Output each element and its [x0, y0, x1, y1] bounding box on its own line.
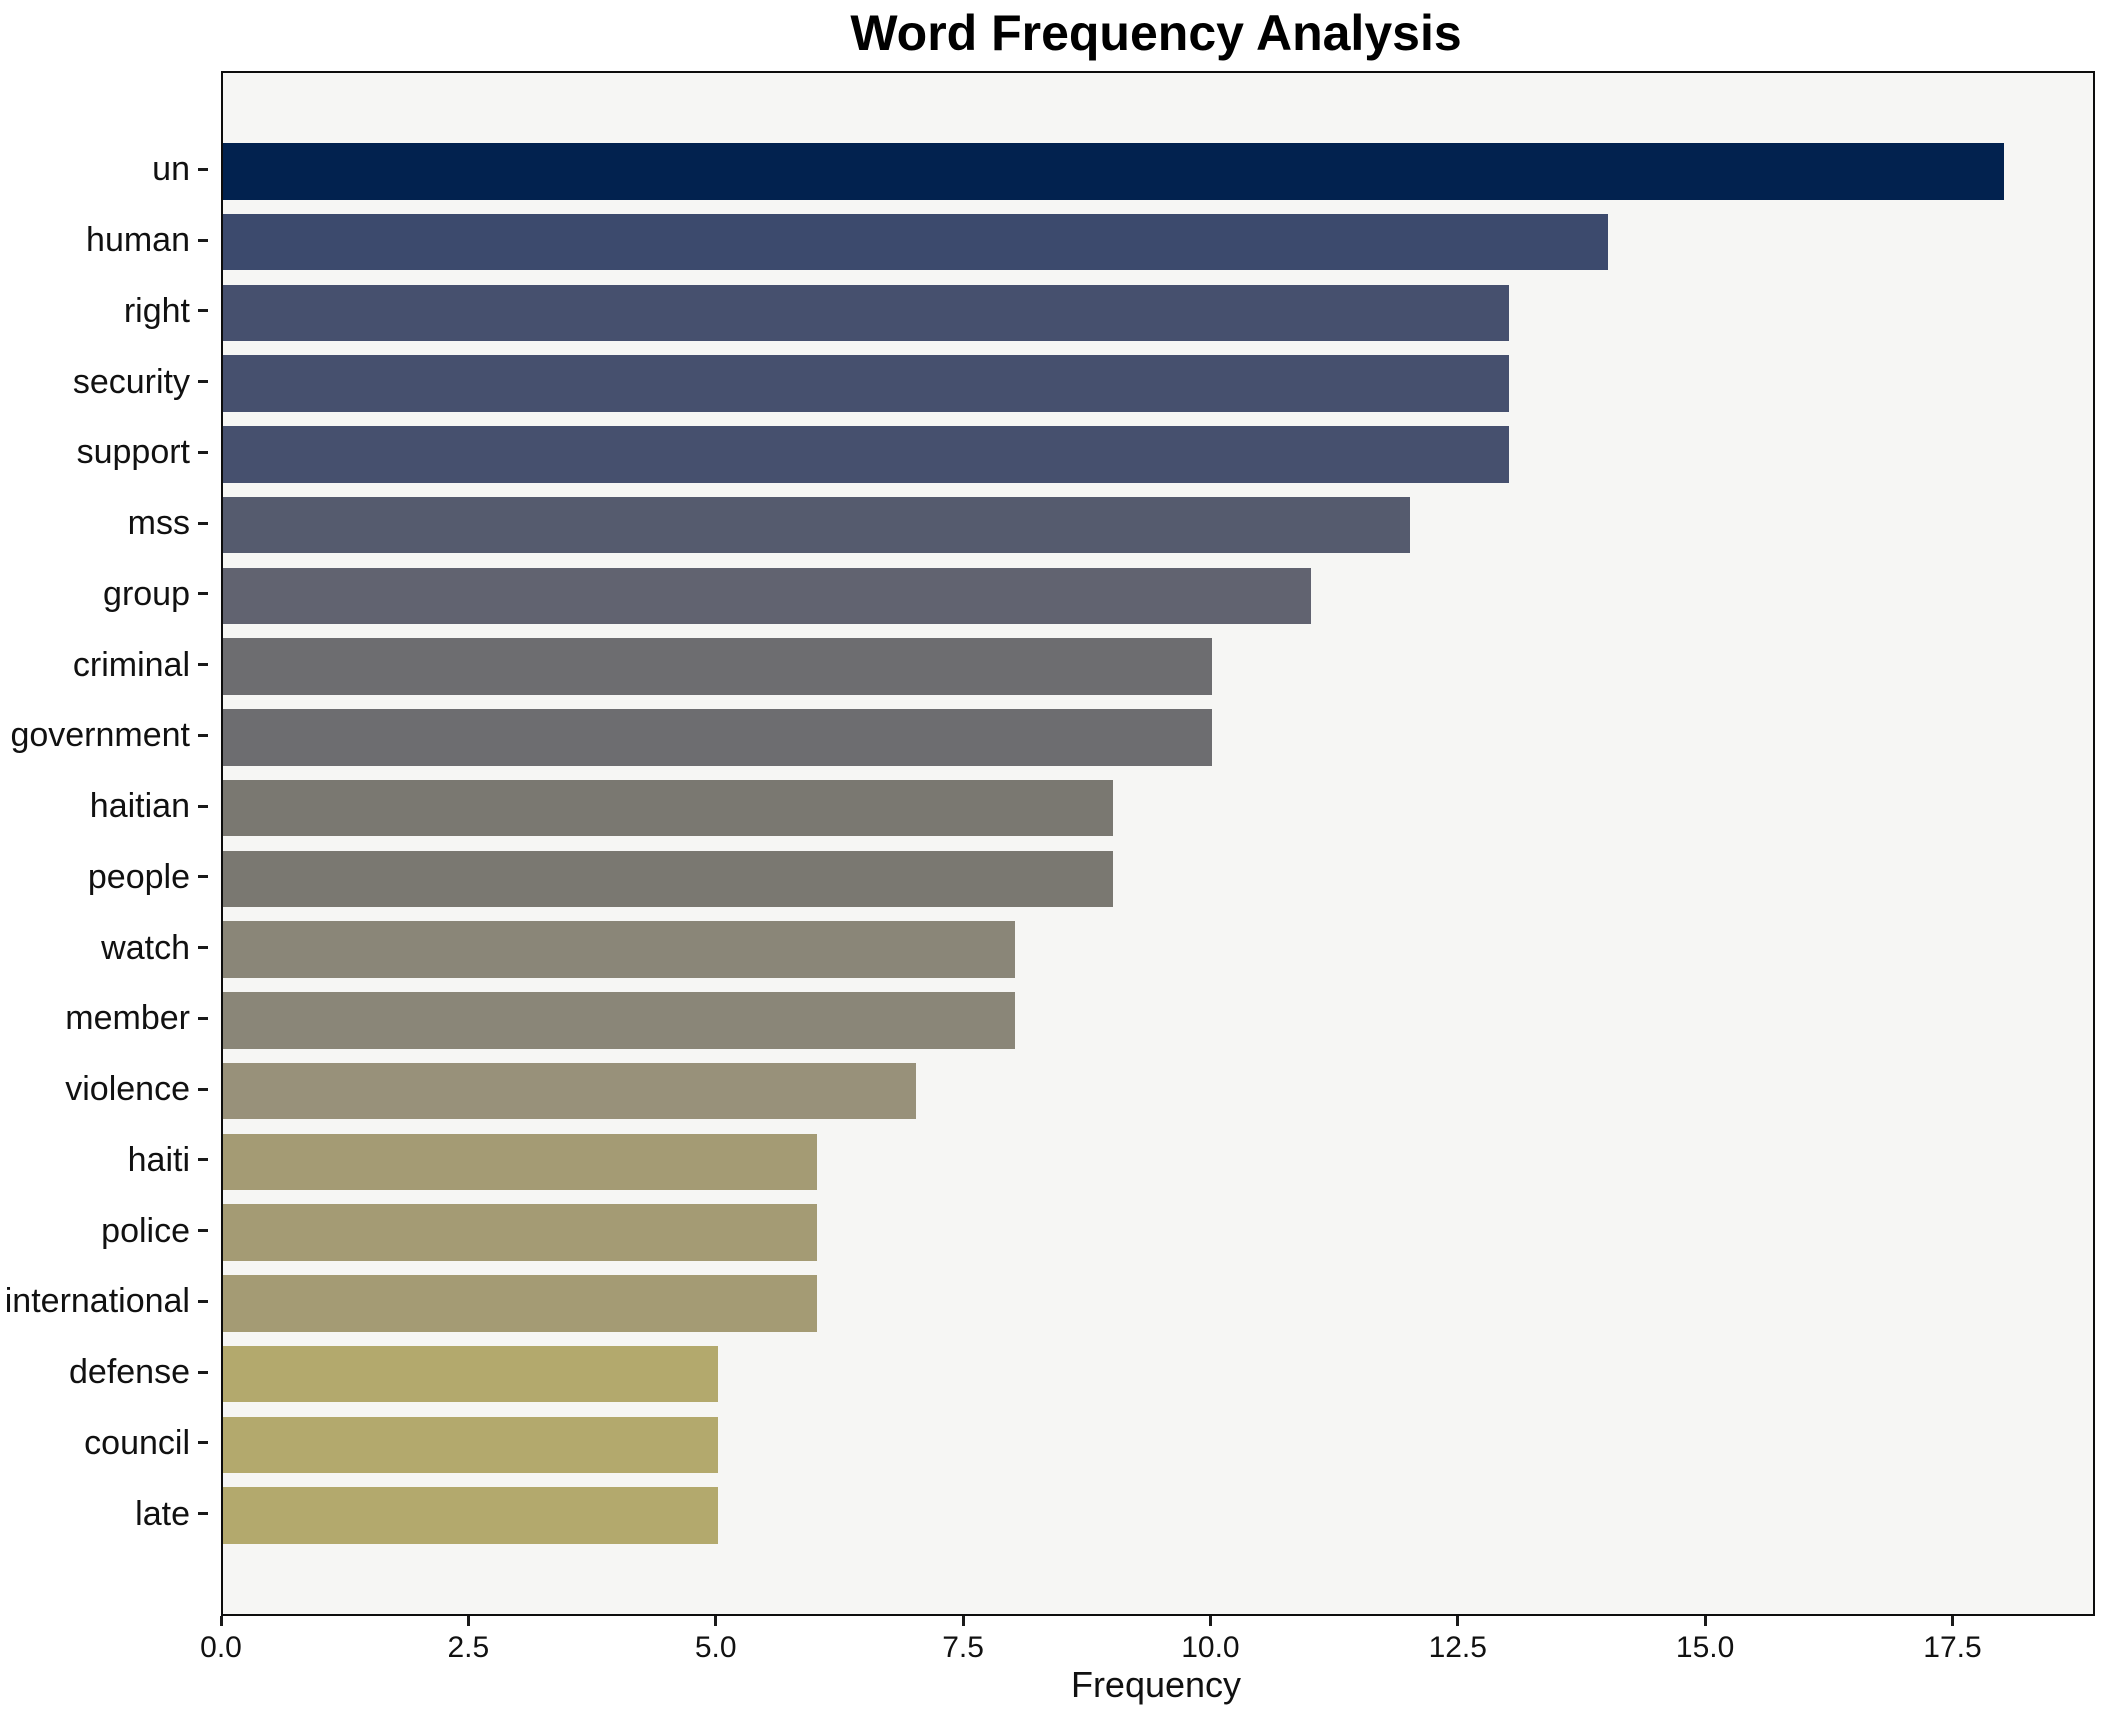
y-tick-mark	[198, 663, 208, 667]
y-tick-mark	[198, 521, 208, 525]
bar-violence	[223, 1062, 916, 1120]
x-tick-label-7.5: 7.5	[942, 1631, 984, 1664]
bar-watch	[223, 921, 1015, 978]
y-tick-mark	[198, 1229, 208, 1233]
y-tick-label-government: government	[10, 716, 190, 755]
x-tick-mark	[466, 1616, 470, 1626]
y-tick-label-haitian: haitian	[89, 787, 190, 826]
y-tick-label-late: late	[135, 1494, 190, 1533]
x-tick-label-17.5: 17.5	[1923, 1631, 1982, 1664]
bar-haiti	[223, 1133, 817, 1191]
bar-international	[223, 1275, 817, 1332]
y-tick-mark	[198, 1441, 208, 1445]
y-tick-label-right: right	[123, 291, 190, 330]
y-tick-label-human: human	[86, 221, 190, 260]
x-tick-label-5.0: 5.0	[694, 1631, 737, 1664]
x-tick-mark	[1950, 1616, 1954, 1626]
y-tick-label-police: police	[101, 1211, 190, 1250]
x-tick-mark	[1456, 1616, 1460, 1626]
y-tick-label-international: international	[4, 1282, 190, 1321]
x-tick-mark	[1208, 1616, 1212, 1626]
y-tick-mark	[198, 592, 208, 596]
y-tick-label-haiti: haiti	[127, 1140, 190, 1179]
y-tick-mark	[198, 733, 208, 737]
x-axis-title: Frequency	[1070, 1664, 1242, 1705]
bar-late	[223, 1487, 718, 1544]
plot-area	[221, 71, 2095, 1616]
bar-un	[223, 143, 2004, 200]
y-tick-mark	[198, 875, 208, 879]
bar-government	[223, 709, 1213, 766]
x-tick-mark	[714, 1616, 718, 1626]
y-tick-mark	[198, 1299, 208, 1303]
x-tick-label-15.0: 15.0	[1675, 1631, 1735, 1664]
y-tick-mark	[198, 167, 208, 171]
y-tick-label-security: security	[72, 362, 190, 401]
y-tick-label-support: support	[76, 433, 190, 472]
x-tick-mark	[961, 1616, 965, 1626]
bar-human	[223, 213, 1609, 271]
y-tick-mark	[198, 946, 208, 950]
y-tick-label-people: people	[87, 857, 190, 896]
y-tick-mark	[198, 1158, 208, 1162]
bar-haitian	[223, 779, 1114, 837]
y-tick-label-council: council	[84, 1423, 190, 1462]
bar-council	[223, 1416, 718, 1474]
y-tick-mark	[198, 380, 208, 384]
x-tick-label-2.5: 2.5	[447, 1631, 490, 1664]
bar-people	[223, 850, 1114, 908]
bar-police	[223, 1204, 817, 1261]
bar-group	[223, 567, 1312, 625]
y-tick-mark	[198, 1016, 208, 1020]
x-tick-mark	[1703, 1616, 1707, 1626]
chart-title: Word Frequency Analysis	[850, 5, 1462, 61]
y-tick-label-defense: defense	[69, 1353, 190, 1392]
y-axis: un human right security support mss group crimi…	[0, 71, 208, 1612]
y-tick-label-group: group	[103, 574, 190, 613]
y-tick-label-criminal: criminal	[72, 645, 190, 684]
x-tick-mark	[219, 1616, 223, 1626]
y-tick-label-violence: violence	[65, 1070, 190, 1109]
x-axis: 0.0 2.5 5.0 7.5 10.0 12.5 15.0 17.5	[200, 1615, 2091, 1695]
bar-security	[223, 355, 1510, 412]
bar-support	[223, 426, 1510, 483]
y-tick-mark	[198, 238, 208, 242]
y-tick-label-watch: watch	[101, 928, 190, 967]
y-tick-label-mss: mss	[127, 504, 190, 543]
y-tick-label-member: member	[65, 999, 190, 1038]
y-tick-label-un: un	[152, 150, 190, 189]
bar-right	[223, 284, 1510, 342]
x-tick-label-0.0: 0.0	[200, 1631, 242, 1664]
y-tick-mark	[198, 804, 208, 808]
bar-defense	[223, 1345, 718, 1403]
bar-member	[223, 992, 1015, 1049]
y-tick-mark	[198, 1370, 208, 1374]
y-tick-mark	[198, 450, 208, 454]
x-tick-label-10.0: 10.0	[1181, 1631, 1240, 1664]
x-tick-label-12.5: 12.5	[1428, 1631, 1487, 1664]
bar-mss	[223, 496, 1411, 554]
y-tick-mark	[198, 1512, 208, 1516]
bar-criminal	[223, 638, 1213, 695]
y-tick-mark	[198, 309, 208, 313]
y-tick-mark	[198, 1087, 208, 1091]
